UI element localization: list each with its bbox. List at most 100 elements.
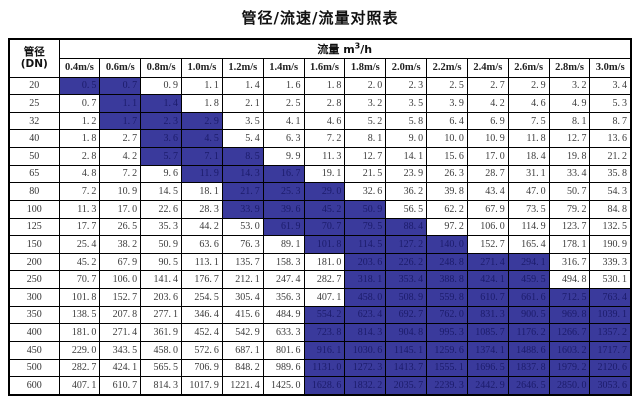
flow-value-cell: 5. 4	[221, 129, 264, 148]
flow-value-cell: 21. 2	[589, 147, 632, 166]
flow-value-cell-highlighted: 248. 8	[426, 252, 468, 272]
flow-value-cell: 106. 0	[99, 270, 142, 289]
table-row: 25 0. 7 1. 1 1. 4 1. 8 2. 1 2. 5 2. 8 3. 2 3. 5 3.…	[8, 94, 632, 113]
flow-value-cell: 62. 2	[426, 199, 468, 219]
flow-value-cell: 114. 9	[507, 217, 550, 237]
flow-value-cell: 50. 9	[140, 235, 183, 254]
flow-value-cell: 848. 2	[221, 358, 264, 378]
flow-value-cell: 610. 7	[99, 376, 142, 396]
flow-value-cell-highlighted: 1. 1	[99, 94, 142, 113]
flow-value-cell-highlighted: 2850. 0	[548, 376, 591, 396]
flow-value-cell: 178. 1	[548, 235, 591, 254]
flow-value-cell: 687. 1	[221, 340, 264, 360]
dn-cell: 50	[8, 147, 60, 166]
flow-value-cell: 633. 3	[262, 323, 305, 342]
flow-value-cell: 407. 1	[303, 288, 346, 307]
velocity-header: 1.0m/s	[181, 57, 223, 78]
velocity-header: 1.8m/s	[344, 57, 387, 78]
flow-value-cell-highlighted: 3053. 6	[589, 376, 632, 396]
flow-value-cell: 84. 8	[589, 199, 632, 219]
table-row: 20 0. 5 0. 7 0. 9 1. 1 1. 4 1. 6 1. 8 2. 0 2. 3 2.…	[8, 76, 632, 96]
flow-value-cell: 35. 3	[140, 217, 183, 237]
flow-value-cell-highlighted: 61. 9	[262, 217, 305, 237]
flow-value-cell-highlighted: 8. 5	[221, 147, 264, 166]
flow-value-cell-highlighted: 11. 9	[181, 164, 223, 184]
flow-value-cell: 1. 6	[262, 76, 305, 96]
flow-value-cell: 1425. 0	[262, 376, 305, 396]
flow-value-cell-highlighted: 2. 9	[181, 111, 223, 131]
flow-value-cell: 181. 0	[303, 252, 346, 272]
flow-value-cell: 14. 1	[385, 147, 428, 166]
flow-value-cell-highlighted: 294. 1	[507, 252, 550, 272]
flow-value-cell-highlighted: 140. 0	[426, 235, 468, 254]
flow-value-cell: 31. 1	[507, 164, 550, 184]
flow-value-cell-highlighted: 14. 3	[221, 164, 264, 184]
flow-value-cell-highlighted: 2646. 5	[507, 376, 550, 396]
flow-value-cell: 123. 7	[548, 217, 591, 237]
flow-value-cell-highlighted: 2442. 9	[466, 376, 509, 396]
flow-value-cell-highlighted: 559. 8	[426, 288, 468, 307]
flow-value-cell: 706. 9	[181, 358, 223, 378]
flow-value-cell-highlighted: 7. 1	[181, 147, 223, 166]
flow-value-cell: 5. 2	[344, 111, 387, 131]
flow-value-cell: 6. 3	[262, 129, 305, 148]
flow-value-cell: 26. 3	[426, 164, 468, 184]
flow-value-cell: 7. 2	[303, 129, 346, 148]
flow-value-cell: 67. 9	[99, 252, 142, 272]
flow-value-cell: 89. 1	[262, 235, 305, 254]
flow-value-cell-highlighted: 1176. 2	[507, 323, 550, 342]
flow-value-cell: 176. 7	[181, 270, 223, 289]
flow-value-cell: 4. 8	[58, 164, 101, 184]
table-row: 80 7. 2 10. 9 14. 5 18. 1 21. 7 25. 3 29. 0 32. …	[8, 182, 632, 201]
flow-value-cell-highlighted: 623. 4	[344, 305, 387, 325]
table-row: 50 2. 8 4. 2 5. 7 7. 1 8. 5 9. 9 11. 3 12. 7 14. …	[8, 147, 632, 166]
flow-value-cell: 9. 9	[262, 147, 305, 166]
flow-value-cell-highlighted: 661. 6	[507, 288, 550, 307]
flow-value-cell: 361. 9	[140, 323, 183, 342]
flow-value-cell-highlighted: 762. 0	[426, 305, 468, 325]
flow-value-cell-highlighted: 203. 6	[344, 252, 387, 272]
flow-value-cell: 989. 6	[262, 358, 305, 378]
flow-value-cell: 35. 8	[589, 164, 632, 184]
flow-value-cell-highlighted: 916. 1	[303, 340, 346, 360]
flow-value-cell: 0. 9	[140, 76, 183, 96]
flow-value-cell: 11. 3	[58, 199, 101, 219]
flow-value-cell: 17. 0	[99, 199, 142, 219]
flow-value-cell-highlighted: 70. 7	[303, 217, 346, 237]
dn-cell: 450	[8, 340, 60, 360]
velocity-header: 1.4m/s	[262, 57, 305, 78]
flow-unit-prefix: 流量 m	[317, 42, 355, 56]
flow-value-cell: 7. 2	[58, 182, 101, 201]
table-row: 100 11. 3 17. 0 22. 6 28. 3 33. 9 39. 6 45. 2 50…	[8, 199, 632, 219]
flow-value-cell: 346. 4	[181, 305, 223, 325]
flow-value-cell: 10. 0	[426, 129, 468, 148]
flow-value-cell: 494. 8	[548, 270, 591, 289]
flow-value-cell-highlighted: 1979. 2	[548, 358, 591, 378]
flow-value-cell: 8. 1	[548, 111, 591, 131]
flow-value-cell: 2. 1	[221, 94, 264, 113]
flow-value-cell-highlighted: 1272. 3	[344, 358, 387, 378]
flow-value-cell: 282. 7	[58, 358, 101, 378]
flow-value-cell: 339. 3	[589, 252, 632, 272]
flow-value-cell: 415. 6	[221, 305, 264, 325]
flow-value-cell: 4. 9	[548, 94, 591, 113]
flow-value-cell-highlighted: 1555. 1	[426, 358, 468, 378]
dn-cell: 300	[8, 288, 60, 307]
velocity-header: 2.6m/s	[507, 57, 550, 78]
flow-value-cell: 542. 9	[221, 323, 264, 342]
flow-value-cell-highlighted: 1357. 2	[589, 323, 632, 342]
flow-value-cell: 70. 7	[58, 270, 101, 289]
flow-value-cell-highlighted: 1. 4	[140, 94, 183, 113]
dn-cell: 25	[8, 94, 60, 113]
dn-cell: 150	[8, 235, 60, 254]
flow-value-cell: 190. 9	[589, 235, 632, 254]
flow-value-cell-highlighted: 39. 6	[262, 199, 305, 219]
flow-value-cell-highlighted: 900. 5	[507, 305, 550, 325]
flow-value-cell: 1. 2	[58, 111, 101, 131]
flow-value-cell-highlighted: 2. 3	[140, 111, 183, 131]
flow-rate-table: 管径 (DN) 流量 m3/h 0.4m/s 0.6m/s 0.8m/s 1.0m/s…	[8, 38, 632, 396]
flow-value-cell-highlighted: 508. 9	[385, 288, 428, 307]
